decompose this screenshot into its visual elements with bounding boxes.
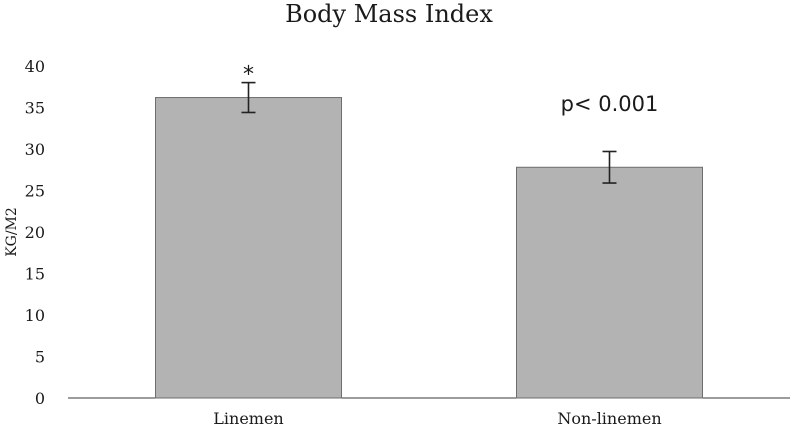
bar xyxy=(155,97,342,399)
p-value-annotation: p< 0.001 xyxy=(561,92,659,116)
y-tick-label: 20 xyxy=(25,223,45,242)
significance-marker: * xyxy=(243,63,254,88)
y-axis-label: KG/M2 xyxy=(4,207,20,257)
y-tick-label: 15 xyxy=(25,265,45,284)
y-axis-ticks: 0 5 10 15 20 25 30 35 40 xyxy=(25,57,45,408)
chart-title: Body Mass Index xyxy=(285,0,493,28)
category-label: Non-linemen xyxy=(557,409,661,428)
y-tick-label: 40 xyxy=(25,57,45,76)
y-tick-label: 30 xyxy=(25,140,45,159)
y-tick-label: 10 xyxy=(25,306,45,325)
y-tick-label: 35 xyxy=(25,99,45,118)
y-tick-label: 0 xyxy=(35,389,45,408)
category-label: Linemen xyxy=(213,409,283,428)
category-labels: Linemen Non-linemen xyxy=(213,409,661,428)
bars-group xyxy=(155,81,703,399)
bar xyxy=(516,166,703,399)
y-tick-label: 25 xyxy=(25,182,45,201)
y-tick-label: 5 xyxy=(35,348,45,367)
